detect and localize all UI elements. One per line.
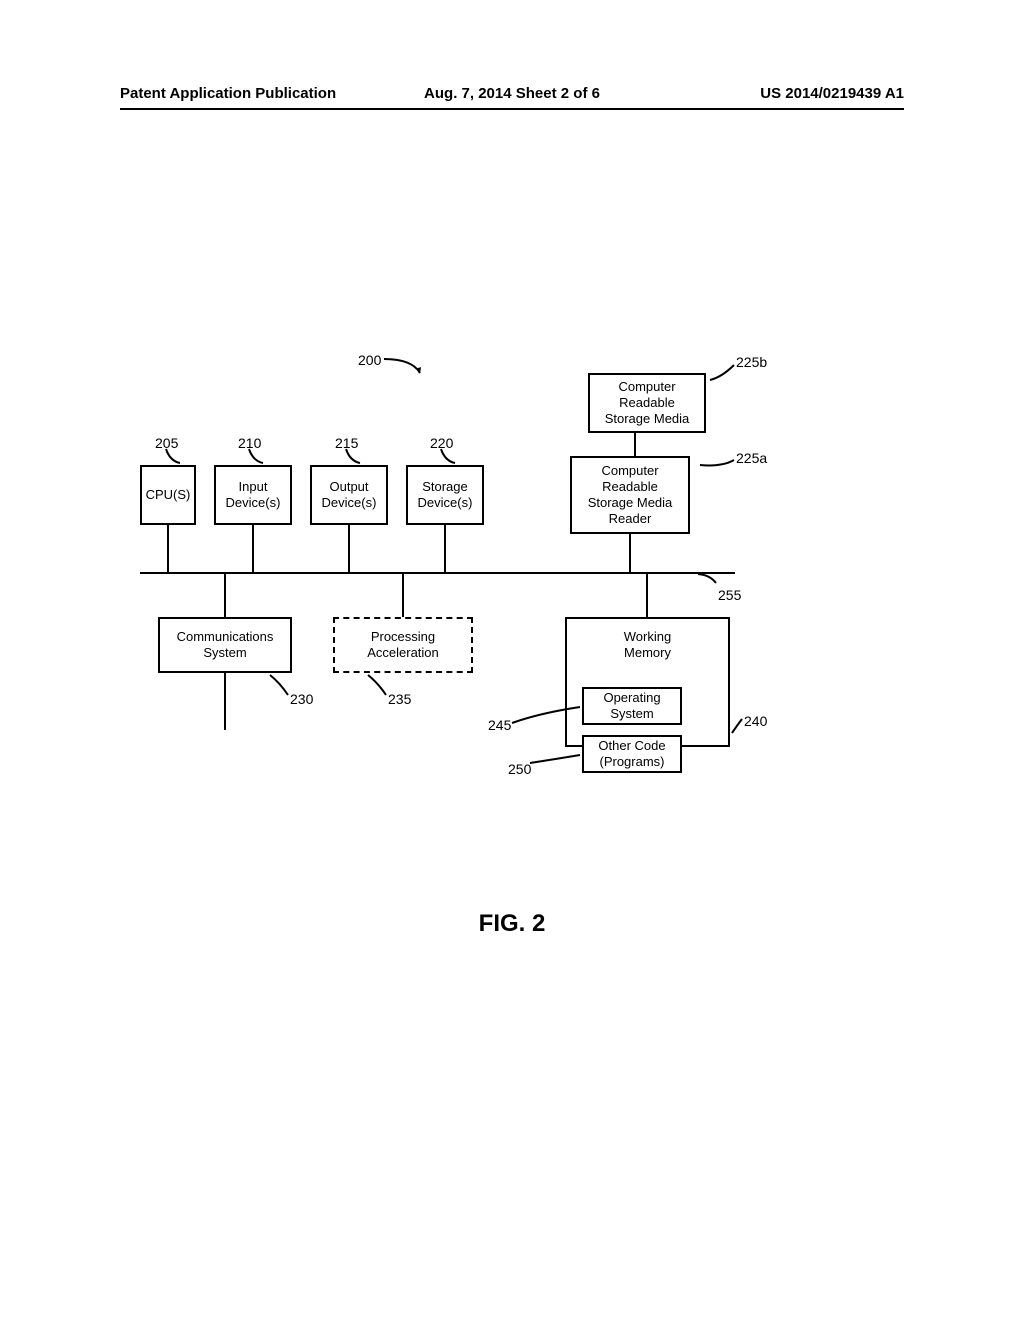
block-storage-media: ComputerReadableStorage Media [588,373,706,433]
ref-240: 240 [744,713,767,729]
block-input-devices: InputDevice(s) [214,465,292,525]
header-right: US 2014/0219439 A1 [760,85,904,102]
ref-235: 235 [388,691,411,707]
block-storage-devices: StorageDevice(s) [406,465,484,525]
figure-caption: FIG. 2 [479,910,546,938]
block-operating-system: OperatingSystem [582,687,682,725]
block-processing-accel: ProcessingAcceleration [333,617,473,673]
block-media-reader: ComputerReadableStorage MediaReader [570,456,690,534]
ref-250: 250 [508,761,531,777]
block-cpu: CPU(S) [140,465,196,525]
header-center: Aug. 7, 2014 Sheet 2 of 6 [424,85,600,102]
ref-225b: 225b [736,354,767,370]
block-comm-system: CommunicationsSystem [158,617,292,673]
block-output-devices: OutputDevice(s) [310,465,388,525]
ref-205: 205 [155,435,178,451]
ref-200: 200 [358,352,381,368]
ref-210: 210 [238,435,261,451]
ref-255: 255 [718,587,741,603]
bus-line [140,572,735,574]
ref-245: 245 [488,717,511,733]
block-other-code: Other Code(Programs) [582,735,682,773]
ref-230: 230 [290,691,313,707]
header-left: Patent Application Publication [120,85,336,102]
ref-215: 215 [335,435,358,451]
block-working-memory: WorkingMemory [565,617,730,747]
block-diagram: CPU(S) InputDevice(s) OutputDevice(s) St… [140,355,780,865]
ref-225a: 225a [736,450,767,466]
ref-220: 220 [430,435,453,451]
